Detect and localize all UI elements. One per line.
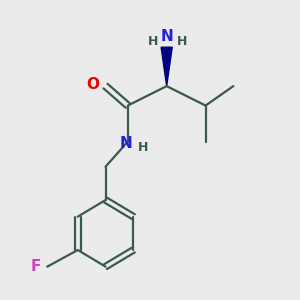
Text: H: H bbox=[148, 35, 158, 48]
Text: O: O bbox=[86, 77, 99, 92]
Text: H: H bbox=[177, 35, 187, 48]
Polygon shape bbox=[161, 47, 172, 86]
Text: F: F bbox=[30, 259, 41, 274]
Text: N: N bbox=[161, 29, 174, 44]
Text: N: N bbox=[120, 136, 133, 151]
Text: H: H bbox=[138, 141, 148, 154]
